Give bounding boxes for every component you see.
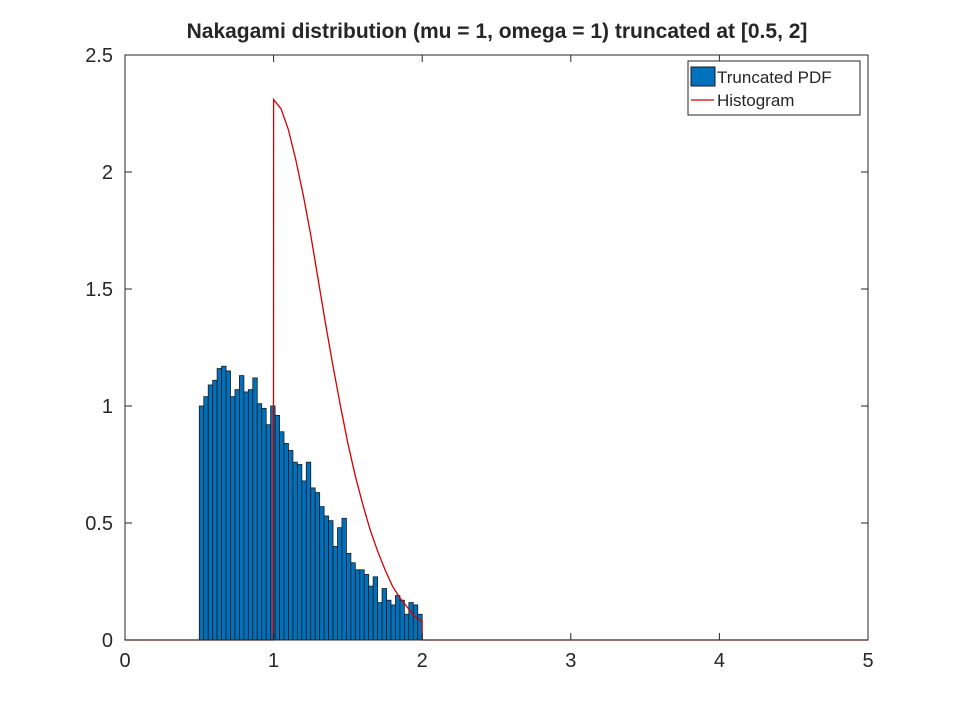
ticks-layer: 0 1 2 3 4 5 0 0.5 1 1.5 2 2.5 <box>85 45 873 672</box>
histogram-bar <box>341 517 347 641</box>
histogram-bar <box>412 604 419 641</box>
histogram-bar <box>234 389 240 641</box>
legend-box <box>687 60 861 116</box>
y-tick-label: 0.5 <box>85 513 113 535</box>
histogram-bar <box>198 405 205 641</box>
histogram-bar <box>377 602 383 641</box>
histogram-bar <box>323 515 329 641</box>
histogram-bar <box>239 375 245 641</box>
x-tick-label: 0 <box>119 650 130 672</box>
histogram-bar <box>319 506 325 641</box>
y-tick-label: 1 <box>102 396 113 418</box>
histogram-bar <box>292 461 298 641</box>
histogram-bar <box>408 602 414 641</box>
x-tick-label: 3 <box>565 650 576 672</box>
histogram-bar <box>207 384 214 641</box>
histogram-bar <box>372 576 379 641</box>
chart-title: Nakagami distribution (mu = 1, omega = 1… <box>187 20 808 43</box>
x-tick-label: 4 <box>714 650 725 672</box>
histogram-bar <box>390 604 396 641</box>
x-tick-label: 5 <box>862 650 873 672</box>
y-tick-label: 2.5 <box>85 45 113 67</box>
legend: Truncated PDF Histogram <box>687 60 861 116</box>
histogram-bar <box>256 403 263 641</box>
histogram-bar <box>403 613 410 641</box>
histogram-bar <box>274 414 280 641</box>
histogram-bar <box>265 424 272 641</box>
histogram-bar <box>381 588 387 641</box>
histogram-bar <box>305 461 312 641</box>
histogram-bar <box>337 527 343 641</box>
histogram-bar <box>395 595 401 641</box>
histogram-bar <box>310 487 316 641</box>
x-tick-label: 1 <box>268 650 279 672</box>
histogram-bar <box>328 520 334 641</box>
plot-area: 0 1 2 3 4 5 0 0.5 1 1.5 2 2.5 <box>85 45 873 672</box>
histogram-bar <box>261 407 267 641</box>
histogram-bar <box>301 480 307 641</box>
histogram-bar <box>279 431 285 641</box>
histogram-bar <box>359 569 365 641</box>
legend-label-histogram: Histogram <box>717 91 794 110</box>
histogram-bar <box>216 368 222 641</box>
y-tick-label: 2 <box>102 162 113 184</box>
legend-label-truncated-pdf: Truncated PDF <box>717 68 832 87</box>
histogram-bar <box>230 396 236 641</box>
histogram-bar <box>368 585 374 641</box>
legend-bar-swatch <box>690 66 716 87</box>
histogram-bar <box>363 574 370 641</box>
x-tick-label: 2 <box>417 650 428 672</box>
histogram-bar <box>288 450 294 641</box>
histogram-bar <box>203 396 209 641</box>
histogram-bar <box>350 562 356 641</box>
histogram-bar <box>221 365 227 641</box>
y-tick-label: 0 <box>102 630 113 652</box>
histogram-bar <box>314 492 321 641</box>
histogram-bar <box>283 443 289 641</box>
pdf-series-line <box>125 97 868 641</box>
histogram-bar <box>296 464 303 641</box>
histogram-bar <box>247 389 254 641</box>
histogram-bar <box>346 553 352 641</box>
histogram-bar <box>243 391 249 641</box>
histogram-bar <box>386 599 392 641</box>
histogram-bar <box>332 546 338 641</box>
histogram-bar <box>354 569 361 641</box>
histogram-bar <box>399 599 405 641</box>
histogram-bar <box>252 377 258 641</box>
line-layer <box>125 97 868 641</box>
axes-frame <box>124 54 869 641</box>
y-tick-label: 1.5 <box>85 279 113 301</box>
histogram-bar <box>212 379 218 641</box>
histogram-bar <box>225 370 231 641</box>
